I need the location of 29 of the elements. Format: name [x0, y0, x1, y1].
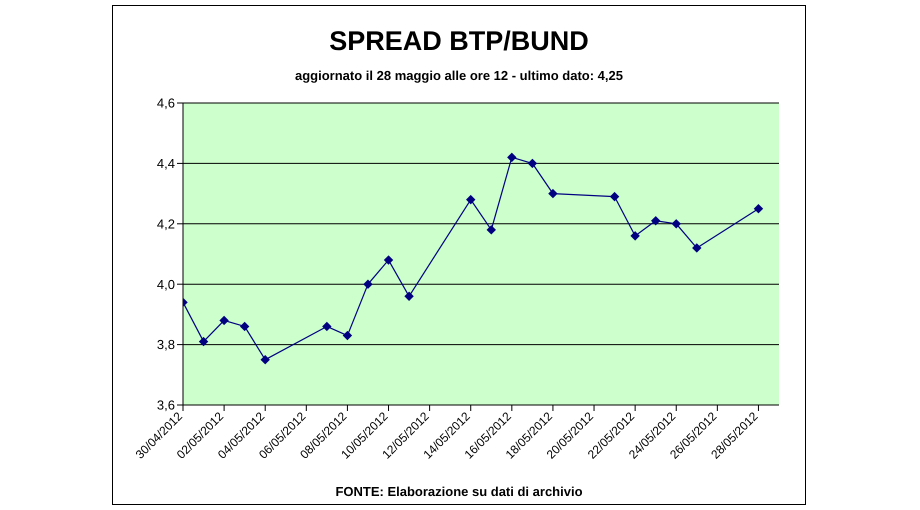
point [240, 322, 250, 331]
y-tick-label: 4,6 [156, 96, 175, 111]
point [528, 158, 537, 168]
point [651, 216, 660, 226]
point [486, 225, 496, 234]
point [466, 195, 476, 204]
y-tick-label: 4,4 [156, 156, 175, 172]
chart-subtitle: aggiornato il 28 maggio alle ore 12 - ultimo dato: 4,25 [294, 68, 624, 83]
point [199, 337, 208, 346]
point [220, 316, 229, 325]
point [384, 256, 394, 265]
y-tick-label: 3,8 [156, 337, 175, 352]
point [507, 152, 516, 162]
point [342, 331, 352, 340]
point [363, 280, 372, 289]
point [692, 243, 702, 252]
point [260, 355, 270, 364]
y-tick-label: 3,6 [156, 398, 175, 413]
point [754, 204, 763, 214]
point [548, 189, 558, 198]
y-tick-label: 4,0 [156, 276, 175, 292]
source-note: FONTE: Elaborazione su dati di archivio [334, 484, 584, 499]
point [672, 219, 681, 228]
point [404, 292, 414, 301]
point [630, 231, 640, 240]
point [322, 322, 332, 331]
y-tick-label: 4,2 [156, 216, 175, 232]
chart-title: SPREAD BTP/BUND [328, 26, 590, 57]
point [610, 192, 620, 202]
